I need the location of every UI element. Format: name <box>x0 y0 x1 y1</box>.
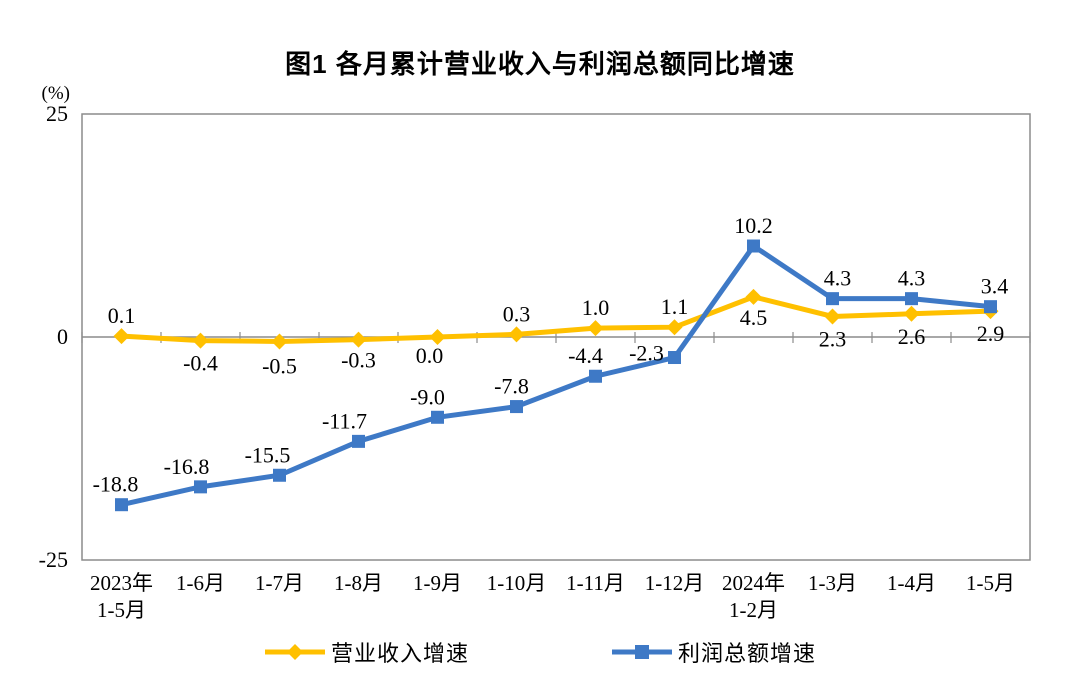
data-label: -2.3 <box>629 341 664 366</box>
x-tick-label-line: 1-7月 <box>255 571 304 595</box>
marker-diamond <box>587 320 604 337</box>
x-tick-label: 1-10月 <box>455 570 579 597</box>
y-axis-unit-label: (%) <box>41 83 70 104</box>
x-tick-label: 1-8月 <box>297 570 421 597</box>
x-tick-label-line: 1-9月 <box>413 571 462 595</box>
x-tick-label-line: 1-6月 <box>176 571 225 595</box>
data-label: 1.1 <box>661 294 689 319</box>
data-label: -18.8 <box>93 472 139 497</box>
data-label: 2.9 <box>977 321 1005 346</box>
x-tick-label: 1-7月 <box>218 570 342 597</box>
marker-square <box>589 369 602 383</box>
x-tick-label-line: 1-5月 <box>966 571 1015 595</box>
data-label: -0.4 <box>183 351 218 376</box>
data-label: 3.4 <box>981 274 1009 299</box>
x-tick-label-line: 1-4月 <box>887 571 936 595</box>
marker-square <box>747 239 760 253</box>
x-tick-label: 1-4月 <box>850 570 974 597</box>
data-label: 0.0 <box>416 343 444 368</box>
series-line-0 <box>121 294 991 344</box>
legend-revenue-line-diamond-icon <box>264 644 325 660</box>
data-label: 2.6 <box>898 324 926 349</box>
marker-diamond <box>271 333 288 350</box>
data-label: -7.8 <box>494 374 529 399</box>
x-tick-label: 1-12月 <box>613 570 737 597</box>
legend-item-profit: 利润总额增速 <box>611 636 816 668</box>
marker-diamond <box>350 331 367 348</box>
marker-diamond <box>113 328 130 345</box>
legend-profit-line-square-icon <box>612 645 672 659</box>
data-label: 1.0 <box>582 295 610 320</box>
data-label: 4.5 <box>740 305 768 330</box>
x-tick-label: 1-3月 <box>771 570 895 597</box>
marker-diamond <box>745 288 762 305</box>
x-tick-label: 1-9月 <box>376 570 500 597</box>
data-label: 0.1 <box>108 303 136 328</box>
y-tick-label: -25 <box>38 547 68 572</box>
data-label: 0.3 <box>503 301 531 326</box>
data-label: 10.2 <box>734 213 773 238</box>
marker-square <box>115 498 128 512</box>
data-label: -0.3 <box>341 348 376 373</box>
x-tick-label-line: 1-2月 <box>729 598 778 622</box>
marker-diamond <box>666 319 683 336</box>
x-tick-label-line: 2023年 <box>90 571 153 595</box>
x-tick-label: 2024年 1-2月 <box>692 570 816 624</box>
marker-diamond <box>508 326 525 343</box>
marker-square <box>273 468 286 482</box>
marker-square <box>905 292 918 306</box>
x-tick-label-line: 1-10月 <box>486 571 547 595</box>
data-label: -16.8 <box>164 454 210 479</box>
y-tick-label: 0 <box>57 324 68 349</box>
legend-revenue-label: 营业收入增速 <box>330 641 469 666</box>
legend-item-revenue: 营业收入增速 <box>264 636 469 668</box>
marker-diamond <box>903 305 920 322</box>
x-tick-label-line: 1-12月 <box>644 571 705 595</box>
data-label: -4.4 <box>568 343 603 368</box>
x-tick-label: 1-6月 <box>139 570 263 597</box>
x-tick-label-line: 2024年 <box>722 571 785 595</box>
marker-diamond <box>192 332 209 349</box>
legend: 营业收入增速 利润总额增速 <box>0 636 1080 668</box>
marker-square <box>668 351 681 365</box>
chart-title: 图1 各月累计营业收入与利润总额同比增速 <box>285 49 795 79</box>
data-label: -0.5 <box>262 353 297 378</box>
data-label: -15.5 <box>245 442 291 467</box>
data-label: 2.3 <box>819 326 847 351</box>
legend-profit-label: 利润总额增速 <box>678 641 817 666</box>
data-label: 4.3 <box>898 266 926 291</box>
marker-square <box>194 480 207 494</box>
x-tick-label: 1-11月 <box>534 570 658 597</box>
y-tick-label: 25 <box>46 101 68 126</box>
x-tick-label-line: 1-3月 <box>808 571 857 595</box>
data-label: 4.3 <box>824 266 852 291</box>
series-line-1 <box>120 242 991 508</box>
data-label: -9.0 <box>410 384 445 409</box>
x-tick-label-line: 1-8月 <box>334 571 383 595</box>
x-tick-label-line: 1-5月 <box>97 598 146 622</box>
marker-square <box>984 300 997 314</box>
marker-square <box>352 434 365 448</box>
x-tick-label: 1-5月 <box>929 570 1053 597</box>
data-label: -11.7 <box>322 408 367 433</box>
x-tick-label-line: 1-11月 <box>566 571 625 595</box>
marker-diamond <box>824 308 841 325</box>
marker-square <box>431 410 444 424</box>
marker-square <box>826 292 839 306</box>
x-tick-label: 2023年 1-5月 <box>60 570 184 624</box>
marker-square <box>510 400 523 414</box>
marker-diamond <box>429 329 446 345</box>
